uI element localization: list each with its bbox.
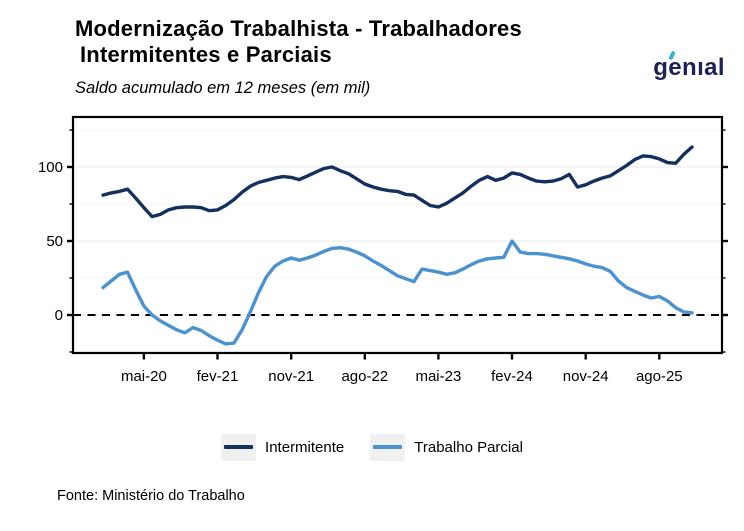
- data-series: [101, 145, 694, 346]
- axis-ticks: [67, 129, 728, 360]
- series-line-intermitente: [101, 145, 694, 219]
- x-axis-tick-label: fev-24: [491, 368, 533, 385]
- page-title-line2: Intermitentes e Parciais: [80, 42, 332, 67]
- y-axis-tick-label: 50: [46, 233, 63, 250]
- gridlines: [73, 129, 722, 353]
- source-note: Fonte: Ministério do Trabalho: [57, 488, 245, 504]
- chart-subtitle: Saldo acumulado em 12 meses (em mil): [75, 79, 371, 97]
- legend-label-intermitente: Intermitente: [265, 438, 345, 456]
- x-axis-tick-label: nov-21: [268, 368, 314, 385]
- legend-key-intermitente: [221, 433, 257, 461]
- legend-key-trabalho-parcial: [370, 433, 406, 461]
- x-axis-tick-label: ago-25: [636, 368, 683, 385]
- x-axis-tick-label: mai-20: [121, 368, 167, 385]
- y-axis-tick-label: 100: [38, 159, 63, 176]
- logo-wordmark: genıal: [653, 54, 725, 81]
- x-axis-tick-label: mai-23: [415, 368, 461, 385]
- legend-label-trabalho-parcial: Trabalho Parcial: [414, 438, 523, 456]
- axis-labels: 0 50 100 mai-20 fev-21 nov-21 ago-22 mai-23 fev-…: [38, 159, 683, 385]
- chart-legend: Intermitente Trabalho Parcial: [0, 432, 744, 462]
- x-axis-tick-label: ago-22: [341, 368, 388, 385]
- chart-header: Modernização Trabalhista - Trabalhadores…: [75, 16, 522, 68]
- trabalho-parcial-line-swatch: [373, 444, 403, 450]
- series-line-trabalho-parcial: [101, 239, 694, 346]
- legend-item-intermitente: Intermitente: [221, 433, 345, 461]
- x-axis-tick-label: nov-24: [563, 368, 609, 385]
- intermitente-line-swatch: [224, 444, 254, 450]
- plot-border: [71, 115, 724, 355]
- page-title-line1: Modernização Trabalhista - Trabalhadores: [75, 16, 522, 41]
- y-axis-tick-label: 0: [55, 307, 63, 324]
- genial-logo: genıal: [653, 50, 725, 88]
- x-axis-tick-label: fev-21: [197, 368, 239, 385]
- legend-item-trabalho-parcial: Trabalho Parcial: [370, 433, 523, 461]
